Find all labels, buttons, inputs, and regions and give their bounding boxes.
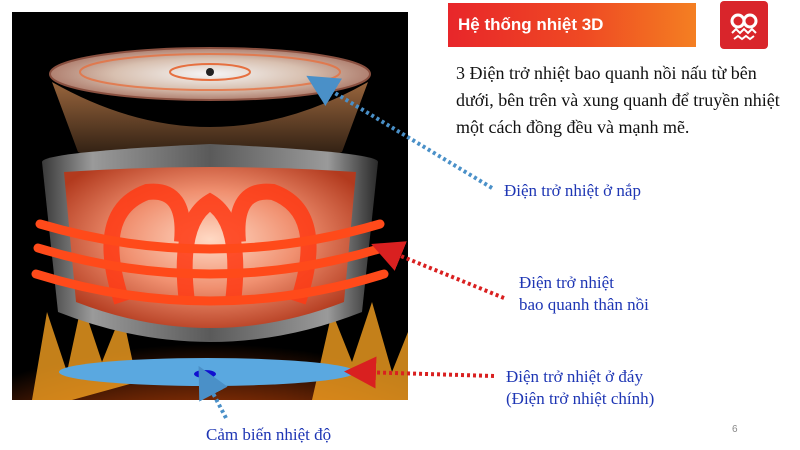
sensor-label: Cảm biến nhiệt độ xyxy=(206,425,332,444)
lid-center-coil xyxy=(169,63,251,81)
lid-vent-icon xyxy=(206,68,214,76)
convection-swirls xyxy=(103,183,317,305)
bottom-heater-label-line1: Điện trở nhiệt ở đáy xyxy=(506,367,643,386)
bottom-heater-label: Điện trở nhiệt ở đáy (Điện trở nhiệt chí… xyxy=(506,366,654,410)
body-heater-label-line2: bao quanh thân nồi xyxy=(519,295,649,314)
section-title-bar: Hệ thống nhiệt 3D xyxy=(448,3,696,47)
bottom-heater-label-line2: (Điện trở nhiệt chính) xyxy=(506,389,655,408)
body-heater-label-line1: Điện trở nhiệt xyxy=(519,273,614,292)
side-heater-rings xyxy=(31,219,389,306)
temperature-sensor-icon xyxy=(194,370,216,378)
page-number: 6 xyxy=(732,424,738,435)
rice-cooker-graphic xyxy=(12,12,408,400)
lid-heater-coil xyxy=(79,53,341,91)
rice-cooker-illustration xyxy=(12,12,408,400)
brand-logo-icon xyxy=(720,1,768,49)
lid-heater-label: Điện trở nhiệt ở nắp xyxy=(504,181,641,200)
section-title: Hệ thống nhiệt 3D xyxy=(458,15,604,34)
body-heater-label: Điện trở nhiệt bao quanh thân nồi xyxy=(519,272,649,316)
brand-logo-graphic xyxy=(724,5,764,45)
description-text: 3 Điện trở nhiệt bao quanh nồi nấu từ bê… xyxy=(456,63,780,137)
